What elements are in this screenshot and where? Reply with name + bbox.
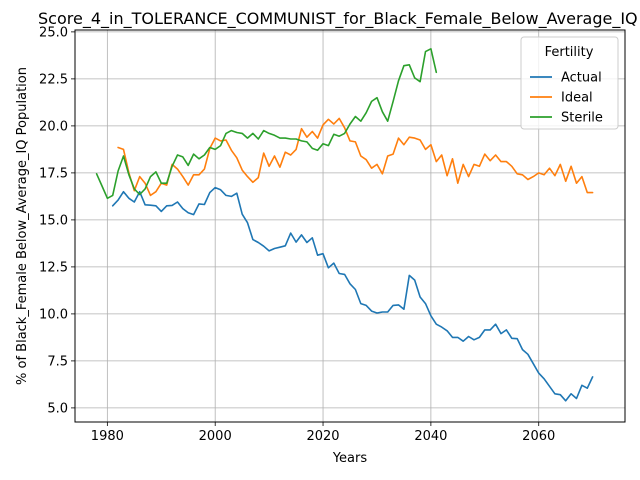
y-axis-label: % of Black_Female Below_Average_IQ Popul… [15,67,30,385]
x-axis-label: Years [332,451,368,466]
legend-label-ideal: Ideal [561,91,593,106]
series-line-actual [111,186,594,402]
x-tick-label: 2020 [306,429,339,444]
x-tick-label: 2000 [199,429,232,444]
y-tick-label: 7.5 [47,354,68,369]
x-tick-label: 1980 [91,429,124,444]
legend-title: Fertility [545,45,594,60]
legend: Fertility Actual Ideal Sterile [520,36,619,130]
plot-frame [74,29,626,423]
y-tick-label: 5.0 [47,401,68,416]
chart-title: Score_4_in_TOLERANCE_COMMUNIST_for_Black… [38,9,638,29]
legend-box [520,36,619,130]
y-tick-label: 10.0 [39,307,68,322]
axis-ticks: 1980 2000 2020 2040 2060 5.0 7.5 10.0 12.5 15.0 17… [39,25,555,444]
legend-entries: Actual Ideal Sterile [530,71,603,126]
x-tick-label: 2040 [414,429,447,444]
series-line-sterile [95,47,438,200]
y-tick-label: 12.5 [39,260,68,275]
legend-label-sterile: Sterile [561,111,603,126]
y-tick-label: 20.0 [39,119,68,134]
y-tick-label: 22.5 [39,72,68,87]
series-line-ideal [117,117,594,197]
y-tick-label: 17.5 [39,166,68,181]
x-tick-label: 2060 [522,429,555,444]
y-tick-label: 25.0 [39,25,68,40]
y-tick-label: 15.0 [39,213,68,228]
legend-label-actual: Actual [561,71,602,86]
series-lines [95,47,594,402]
